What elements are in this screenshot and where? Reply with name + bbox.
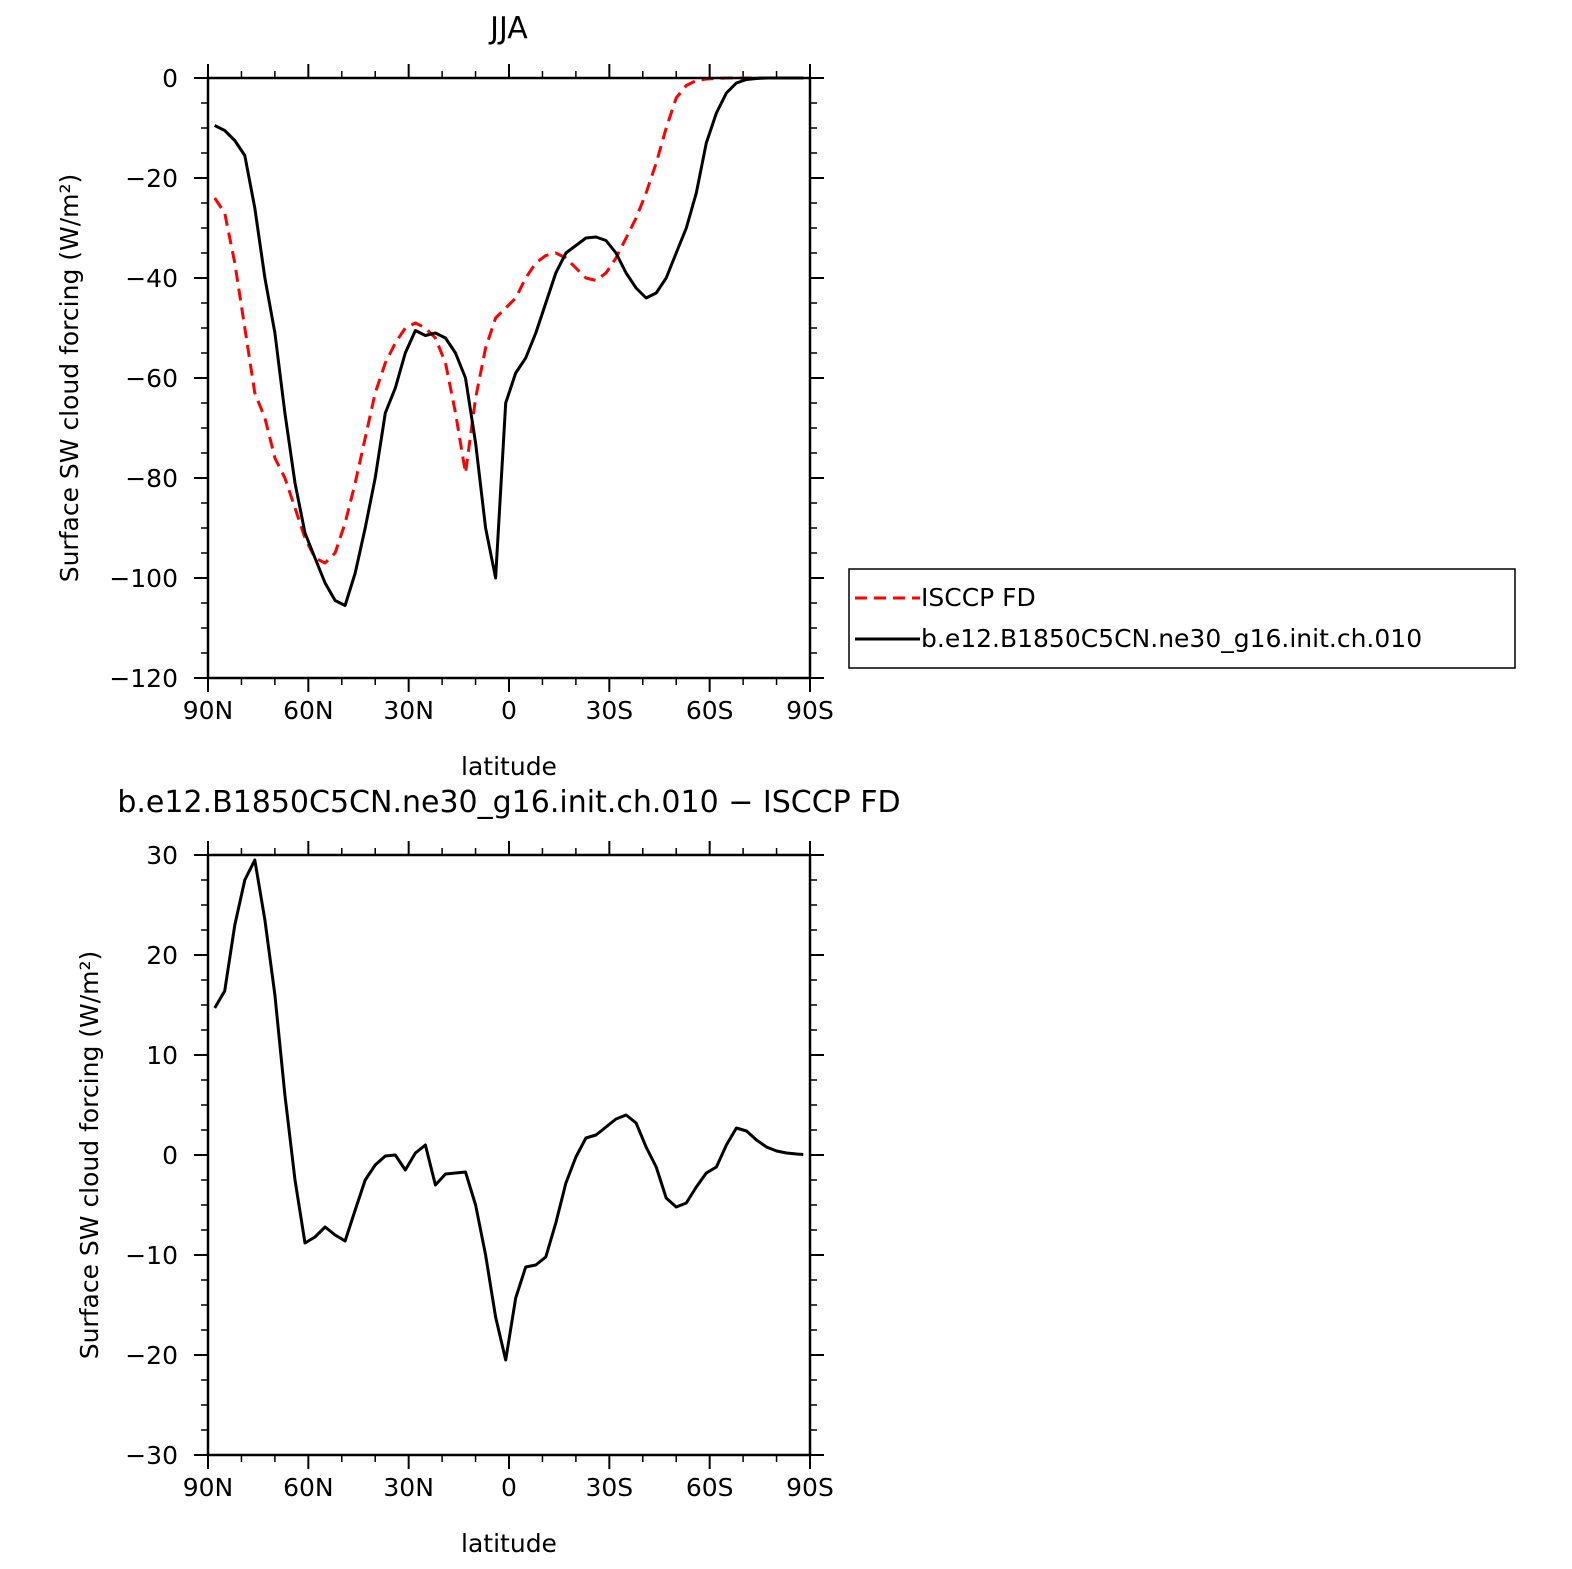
top-xtick-label: 90N	[183, 696, 234, 725]
bottom-chart-title: b.e12.B1850C5CN.ne30_g16.init.ch.010 − I…	[117, 785, 900, 820]
bottom-xtick-label: 60N	[283, 1473, 334, 1502]
bottom-ytick-label: −20	[125, 1341, 178, 1370]
top-chart-title: JJA	[488, 11, 528, 46]
bottom-xtick-label: 90N	[183, 1473, 234, 1502]
legend-box	[848, 568, 1516, 669]
top-xtick-label: 30S	[585, 696, 633, 725]
top-ytick-label: −20	[125, 164, 178, 193]
top-ytick-label: 0	[162, 64, 178, 93]
legend-label-model: b.e12.B1850C5CN.ne30_g16.init.ch.010	[921, 624, 1422, 653]
top-series-line-1	[214, 76, 804, 607]
legend: ISCCP FD b.e12.B1850C5CN.ne30_g16.init.c…	[848, 568, 1516, 669]
bottom-xaxis-label: latitude	[461, 1529, 557, 1558]
top-xtick-label: 60S	[686, 696, 734, 725]
top-xtick-label: 60N	[283, 696, 334, 725]
top-ytick-label: −60	[125, 364, 178, 393]
top-ytick-label: −120	[109, 664, 178, 693]
top-xtick-label: 0	[501, 696, 517, 725]
bottom-ytick-label: 20	[146, 941, 178, 970]
top-xaxis-label: latitude	[461, 752, 557, 781]
bottom-xtick-label: 0	[501, 1473, 517, 1502]
bottom-ytick-label: 10	[146, 1041, 178, 1070]
legend-label-isccp: ISCCP FD	[921, 583, 1036, 612]
top-plot-frame	[206, 76, 812, 680]
top-series-line-0	[213, 76, 804, 565]
bottom-ytick-label: −10	[125, 1241, 178, 1270]
top-ytick-label: −80	[125, 464, 178, 493]
top-xtick-label: 90S	[786, 696, 834, 725]
bottom-xtick-label: 30S	[585, 1473, 633, 1502]
bottom-yaxis-label: Surface SW cloud forcing (W/m²)	[75, 951, 104, 1360]
top-xtick-label: 30N	[383, 696, 434, 725]
bottom-xtick-label: 90S	[786, 1473, 834, 1502]
bottom-ytick-label: −30	[125, 1441, 178, 1470]
bottom-ytick-label: 30	[146, 841, 178, 870]
top-ytick-label: −40	[125, 264, 178, 293]
bottom-series-line-0	[213, 858, 804, 1362]
top-yaxis-label: Surface SW cloud forcing (W/m²)	[55, 174, 84, 583]
bottom-xtick-label: 60S	[686, 1473, 734, 1502]
bottom-plot-frame	[206, 853, 812, 1457]
top-panel: JJA 90N 60N 30N 0 30S 60S 90S 0 −20 −40 −60 −80 −100…	[55, 11, 1516, 781]
bottom-xtick-label: 30N	[383, 1473, 434, 1502]
bottom-ytick-label: 0	[162, 1141, 178, 1170]
top-ytick-label: −100	[109, 564, 178, 593]
bottom-panel: b.e12.B1850C5CN.ne30_g16.init.ch.010 − I…	[75, 785, 901, 1558]
